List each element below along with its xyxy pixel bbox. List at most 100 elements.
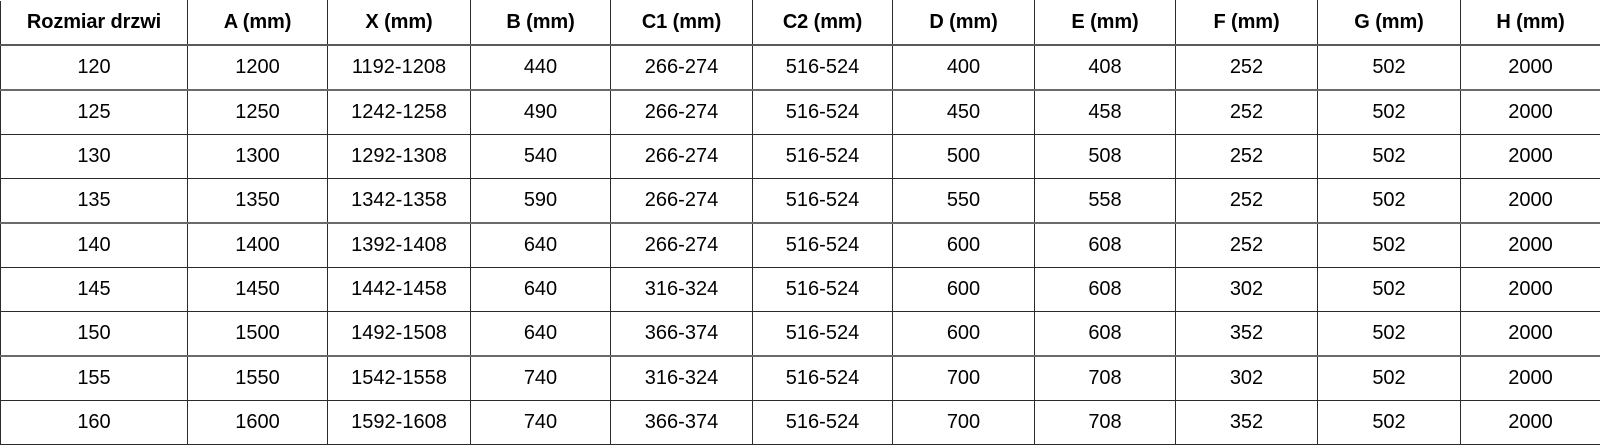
cell-r4-c9: 502 [1318, 223, 1461, 268]
cell-r7-c5: 516-524 [753, 356, 893, 401]
cell-r0-c9: 502 [1318, 45, 1461, 90]
cell-r3-c9: 502 [1318, 179, 1461, 224]
cell-r7-c2: 1542-1558 [328, 356, 471, 401]
cell-r4-c3: 640 [471, 223, 611, 268]
cell-r4-c8: 252 [1176, 223, 1318, 268]
column-header-6: D (mm) [893, 1, 1035, 46]
cell-r2-c10: 2000 [1461, 135, 1600, 179]
column-header-0: Rozmiar drzwi [1, 1, 188, 46]
column-header-1: A (mm) [188, 1, 328, 46]
cell-r0-c8: 252 [1176, 45, 1318, 90]
cell-r2-c3: 540 [471, 135, 611, 179]
cell-r2-c2: 1292-1308 [328, 135, 471, 179]
cell-r0-c6: 400 [893, 45, 1035, 90]
cell-r6-c6: 600 [893, 312, 1035, 357]
cell-r8-c7: 708 [1035, 401, 1176, 445]
cell-r3-c7: 558 [1035, 179, 1176, 224]
cell-r0-c7: 408 [1035, 45, 1176, 90]
cell-r3-c6: 550 [893, 179, 1035, 224]
cell-r4-c7: 608 [1035, 223, 1176, 268]
cell-r3-c4: 266-274 [611, 179, 753, 224]
cell-r8-c9: 502 [1318, 401, 1461, 445]
cell-r2-c9: 502 [1318, 135, 1461, 179]
column-header-3: B (mm) [471, 1, 611, 46]
cell-r2-c4: 266-274 [611, 135, 753, 179]
cell-r1-c5: 516-524 [753, 90, 893, 135]
column-header-8: F (mm) [1176, 1, 1318, 46]
column-header-5: C2 (mm) [753, 1, 893, 46]
cell-r6-c8: 352 [1176, 312, 1318, 357]
cell-r7-c0: 155 [1, 356, 188, 401]
cell-r0-c0: 120 [1, 45, 188, 90]
cell-r5-c8: 302 [1176, 268, 1318, 312]
cell-r8-c6: 700 [893, 401, 1035, 445]
cell-r6-c10: 2000 [1461, 312, 1600, 357]
cell-r1-c9: 502 [1318, 90, 1461, 135]
cell-r5-c0: 145 [1, 268, 188, 312]
cell-r1-c1: 1250 [188, 90, 328, 135]
cell-r3-c1: 1350 [188, 179, 328, 224]
cell-r2-c6: 500 [893, 135, 1035, 179]
cell-r6-c0: 150 [1, 312, 188, 357]
cell-r2-c5: 516-524 [753, 135, 893, 179]
cell-r5-c5: 516-524 [753, 268, 893, 312]
cell-r3-c0: 135 [1, 179, 188, 224]
cell-r4-c1: 1400 [188, 223, 328, 268]
cell-r7-c3: 740 [471, 356, 611, 401]
cell-r4-c4: 266-274 [611, 223, 753, 268]
cell-r1-c8: 252 [1176, 90, 1318, 135]
cell-r6-c7: 608 [1035, 312, 1176, 357]
cell-r8-c1: 1600 [188, 401, 328, 445]
cell-r3-c2: 1342-1358 [328, 179, 471, 224]
cell-r6-c3: 640 [471, 312, 611, 357]
cell-r3-c5: 516-524 [753, 179, 893, 224]
cell-r6-c2: 1492-1508 [328, 312, 471, 357]
cell-r4-c2: 1392-1408 [328, 223, 471, 268]
cell-r0-c3: 440 [471, 45, 611, 90]
cell-r7-c10: 2000 [1461, 356, 1600, 401]
cell-r1-c3: 490 [471, 90, 611, 135]
cell-r2-c0: 130 [1, 135, 188, 179]
cell-r8-c10: 2000 [1461, 401, 1600, 445]
cell-r5-c6: 600 [893, 268, 1035, 312]
cell-r5-c3: 640 [471, 268, 611, 312]
cell-r7-c4: 316-324 [611, 356, 753, 401]
cell-r0-c1: 1200 [188, 45, 328, 90]
cell-r5-c4: 316-324 [611, 268, 753, 312]
cell-r6-c9: 502 [1318, 312, 1461, 357]
cell-r3-c8: 252 [1176, 179, 1318, 224]
cell-r8-c8: 352 [1176, 401, 1318, 445]
cell-r0-c5: 516-524 [753, 45, 893, 90]
cell-r2-c8: 252 [1176, 135, 1318, 179]
cell-r1-c4: 266-274 [611, 90, 753, 135]
cell-r5-c2: 1442-1458 [328, 268, 471, 312]
cell-r7-c7: 708 [1035, 356, 1176, 401]
cell-r5-c1: 1450 [188, 268, 328, 312]
cell-r5-c10: 2000 [1461, 268, 1600, 312]
cell-r7-c8: 302 [1176, 356, 1318, 401]
cell-r7-c1: 1550 [188, 356, 328, 401]
cell-r0-c10: 2000 [1461, 45, 1600, 90]
cell-r8-c2: 1592-1608 [328, 401, 471, 445]
cell-r1-c2: 1242-1258 [328, 90, 471, 135]
cell-r4-c0: 140 [1, 223, 188, 268]
cell-r0-c4: 266-274 [611, 45, 753, 90]
column-header-7: E (mm) [1035, 1, 1176, 46]
cell-r2-c7: 508 [1035, 135, 1176, 179]
cell-r2-c1: 1300 [188, 135, 328, 179]
cell-r5-c9: 502 [1318, 268, 1461, 312]
cell-r7-c6: 700 [893, 356, 1035, 401]
cell-r3-c3: 590 [471, 179, 611, 224]
column-header-2: X (mm) [328, 1, 471, 46]
